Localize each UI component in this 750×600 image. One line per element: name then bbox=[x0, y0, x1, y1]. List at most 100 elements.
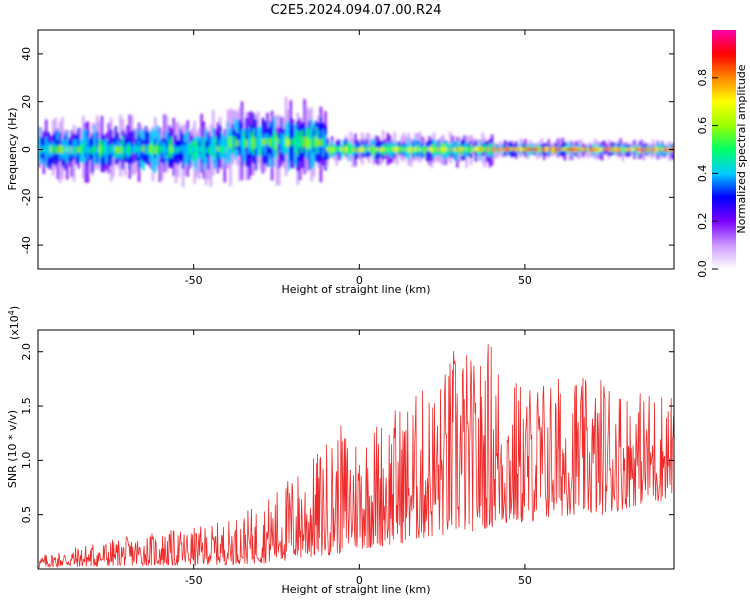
heatmap-cell bbox=[142, 144, 145, 153]
heatmap-cell bbox=[393, 146, 397, 152]
heatmap-cell bbox=[538, 148, 541, 151]
snr-xtick-label: -50 bbox=[185, 574, 203, 587]
heatmap-cell bbox=[628, 148, 632, 151]
heatmap-cell bbox=[360, 147, 364, 153]
heatmap-cell bbox=[273, 140, 276, 146]
heatmap-cell bbox=[296, 138, 299, 149]
heatmap-cell bbox=[428, 147, 431, 151]
heatmap-cell bbox=[105, 147, 108, 153]
heatmap-cell bbox=[38, 144, 41, 154]
snr-panel: -50 0 50 0.5 1.0 1.5 2.0 Height of straight li… bbox=[6, 306, 675, 596]
heatmap-cell bbox=[179, 146, 183, 151]
heatmap-cell bbox=[442, 147, 445, 151]
heatmap-cell bbox=[559, 147, 562, 151]
snr-ytick-label: 1.0 bbox=[20, 452, 33, 470]
heatmap-cell bbox=[95, 147, 99, 153]
heatmap-cell bbox=[107, 145, 111, 155]
snr-ytick-label: 2.0 bbox=[20, 343, 33, 361]
heatmap-cell bbox=[56, 146, 60, 154]
heatmap-cell bbox=[214, 146, 217, 154]
heatmap-cell bbox=[326, 147, 329, 151]
heatmap-cell bbox=[330, 148, 334, 152]
spectrogram-ylabel: Frequency (Hz) bbox=[6, 108, 19, 191]
spectrogram-ticks: -50 0 50 -40 -20 0 20 40 bbox=[20, 30, 674, 287]
heatmap-cell bbox=[512, 148, 516, 152]
heatmap-cell bbox=[596, 148, 599, 151]
heatmap-cell bbox=[321, 137, 325, 147]
heatmap-cell bbox=[663, 147, 666, 151]
snr-xlabel: Height of straight line (km) bbox=[281, 583, 430, 596]
heatmap-cell bbox=[517, 148, 520, 152]
heatmap-cell bbox=[416, 147, 420, 152]
heatmap-cell bbox=[144, 126, 148, 164]
heatmap-cell bbox=[472, 148, 475, 152]
heatmap-cell bbox=[123, 146, 127, 155]
heatmap-cell bbox=[398, 147, 401, 152]
heatmap-cell bbox=[418, 148, 422, 151]
heatmap-cell bbox=[240, 136, 244, 147]
heatmap-cell bbox=[617, 146, 620, 154]
heatmap-cell bbox=[405, 148, 408, 152]
heatmap-cell bbox=[51, 145, 55, 152]
heatmap-cell bbox=[305, 137, 309, 149]
spectrogram-xtick-label: 0 bbox=[356, 274, 363, 287]
heatmap-cell bbox=[238, 139, 242, 146]
heatmap-cell bbox=[86, 147, 90, 153]
heatmap-cell bbox=[44, 144, 48, 153]
snr-series-line bbox=[38, 344, 674, 569]
heatmap-cell bbox=[349, 148, 352, 152]
heatmap-cell bbox=[233, 136, 237, 148]
heatmap-cell bbox=[598, 148, 602, 151]
heatmap-cell bbox=[483, 146, 487, 152]
heatmap-cell bbox=[277, 138, 281, 144]
heatmap-cell bbox=[494, 148, 497, 151]
heatmap-cell bbox=[365, 147, 369, 151]
heatmap-cell bbox=[236, 139, 239, 147]
heatmap-cell bbox=[621, 147, 625, 154]
heatmap-cell bbox=[200, 146, 203, 152]
heatmap-cell bbox=[209, 145, 213, 156]
heatmap-cell bbox=[545, 148, 548, 152]
heatmap-cell bbox=[540, 148, 544, 151]
heatmap-cell bbox=[109, 144, 113, 154]
heatmap-cell bbox=[637, 149, 641, 151]
heatmap-cell bbox=[579, 148, 583, 151]
heatmap-cell bbox=[89, 147, 92, 154]
heatmap-cell bbox=[310, 140, 313, 146]
heatmap-cell bbox=[449, 148, 452, 151]
heatmap-cell bbox=[68, 144, 71, 154]
colorbar-tick-label: 0.0 bbox=[696, 260, 709, 278]
heatmap-cell bbox=[156, 145, 159, 153]
heatmap-cell bbox=[476, 146, 480, 152]
heatmap-cell bbox=[402, 146, 406, 152]
heatmap-cell bbox=[256, 127, 260, 152]
heatmap-cell bbox=[374, 147, 378, 151]
heatmap-cell bbox=[451, 147, 454, 152]
heatmap-cell bbox=[386, 147, 390, 152]
heatmap-cell bbox=[654, 148, 657, 151]
heatmap-cell bbox=[223, 147, 227, 154]
heatmap-cell bbox=[79, 144, 83, 153]
heatmap-cell bbox=[642, 148, 646, 151]
heatmap-cell bbox=[649, 148, 653, 151]
spectrogram-xtick-label: 50 bbox=[518, 274, 532, 287]
heatmap-cell bbox=[245, 139, 248, 148]
heatmap-cell bbox=[570, 148, 574, 151]
colorbar-tick-label: 0.8 bbox=[696, 69, 709, 87]
heatmap-cell bbox=[226, 137, 230, 150]
heatmap-cell bbox=[430, 147, 434, 153]
heatmap-cell bbox=[263, 139, 267, 145]
heatmap-cell bbox=[372, 148, 376, 152]
heatmap-cell bbox=[167, 146, 171, 155]
heatmap-cell bbox=[586, 148, 590, 151]
heatmap-cell bbox=[266, 129, 269, 167]
heatmap-cell bbox=[647, 148, 650, 151]
heatmap-cell bbox=[462, 147, 466, 151]
snr-ytick-label: 1.5 bbox=[20, 397, 33, 415]
heatmap-cell bbox=[133, 147, 136, 154]
heatmap-cell bbox=[91, 146, 94, 155]
heatmap-cell bbox=[61, 145, 64, 154]
heatmap-cell bbox=[640, 148, 643, 151]
heatmap-cell bbox=[656, 148, 660, 151]
